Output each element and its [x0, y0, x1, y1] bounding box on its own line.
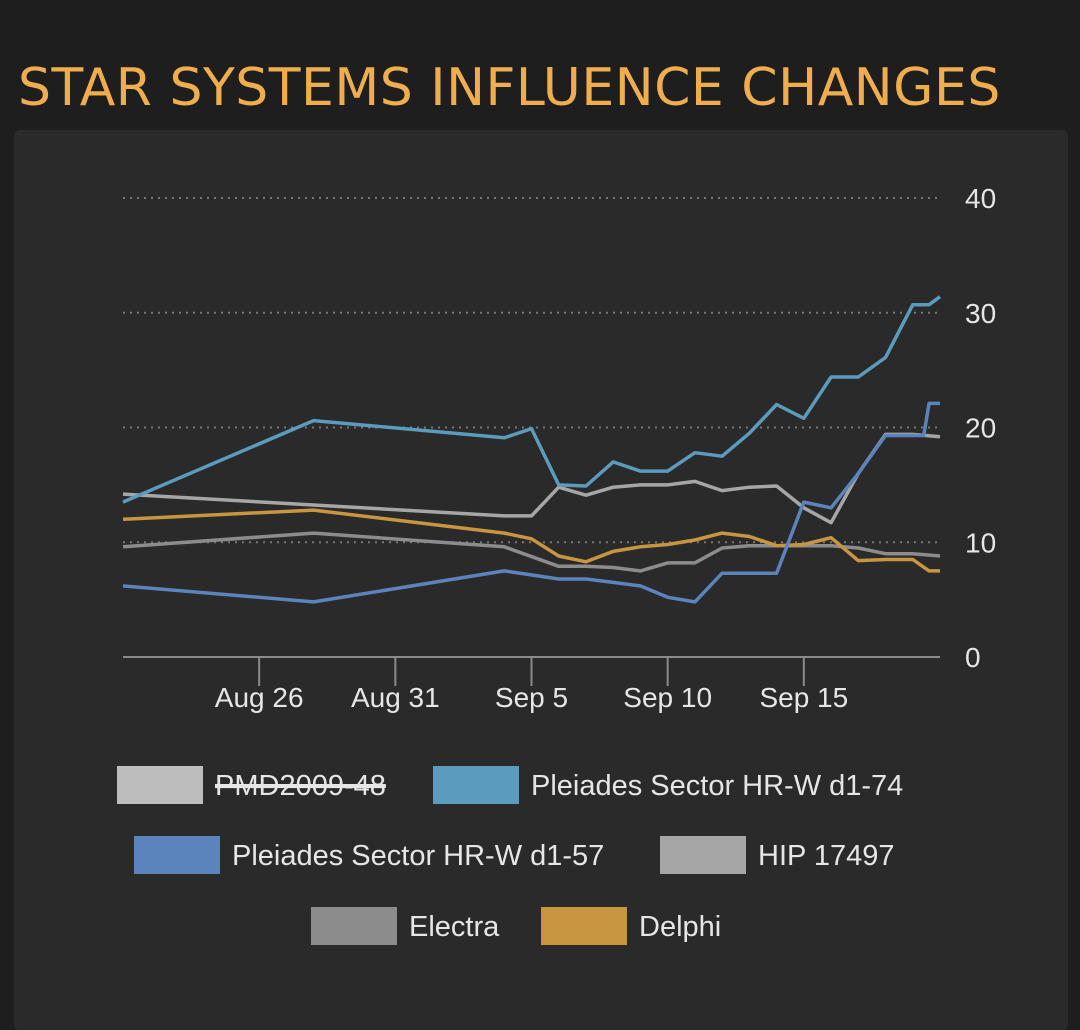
legend-item-delphi[interactable]: Delphi	[541, 907, 721, 945]
series-line-delphi	[122, 508, 940, 573]
legend-item-pmd2009-48[interactable]: PMD2009-48	[117, 766, 386, 804]
x-tick-label: Sep 5	[495, 682, 568, 713]
legend-swatch	[433, 766, 519, 804]
y-tick-label: 0	[965, 642, 981, 673]
series-line-hip-17497	[122, 432, 941, 525]
x-tick-label: Aug 26	[215, 682, 304, 713]
legend-swatch	[134, 836, 220, 874]
legend-label: HIP 17497	[758, 840, 895, 872]
y-tick-label: 30	[965, 298, 996, 329]
legend-swatch	[117, 766, 203, 804]
series-lines	[122, 295, 942, 604]
y-gridlines	[123, 197, 940, 544]
x-tick-label: Sep 15	[759, 682, 848, 713]
page-title: STAR SYSTEMS INFLUENCE CHANGES	[18, 58, 1001, 118]
y-tick-label: 40	[965, 183, 996, 214]
legend-swatch	[541, 907, 627, 945]
legend-item-pleiades-sector-hr-w-d1-57[interactable]: Pleiades Sector HR-W d1-57	[134, 836, 604, 874]
y-tick-labels: 0 10 20 30 40	[965, 183, 996, 673]
legend-label: Pleiades Sector HR-W d1-57	[232, 840, 604, 872]
legend-label: Pleiades Sector HR-W d1-74	[531, 770, 903, 802]
x-tick-labels: Aug 26 Aug 31 Sep 5 Sep 10 Sep 15	[215, 656, 848, 713]
legend: PMD2009-48 Pleiades Sector HR-W d1-74 Plei…	[117, 766, 903, 945]
chart-panel	[14, 130, 1068, 1030]
legend-label: Electra	[409, 911, 500, 943]
legend-item-electra[interactable]: Electra	[311, 907, 500, 945]
legend-item-pleiades-sector-hr-w-d1-74[interactable]: Pleiades Sector HR-W d1-74	[433, 766, 903, 804]
legend-item-hip-17497[interactable]: HIP 17497	[660, 836, 895, 874]
series-line-pleiades-sector-hr-w-d1-74	[122, 295, 942, 504]
legend-label: Delphi	[639, 911, 721, 943]
y-tick-label: 20	[965, 413, 996, 444]
legend-swatch	[660, 836, 746, 874]
series-line-pleiades-sector-hr-w-d1-57	[122, 401, 940, 604]
x-tick-label: Sep 10	[623, 682, 712, 713]
x-tick-label: Aug 31	[351, 682, 440, 713]
series-line-electra	[122, 531, 941, 573]
legend-swatch	[311, 907, 397, 945]
y-tick-label: 10	[965, 527, 996, 558]
